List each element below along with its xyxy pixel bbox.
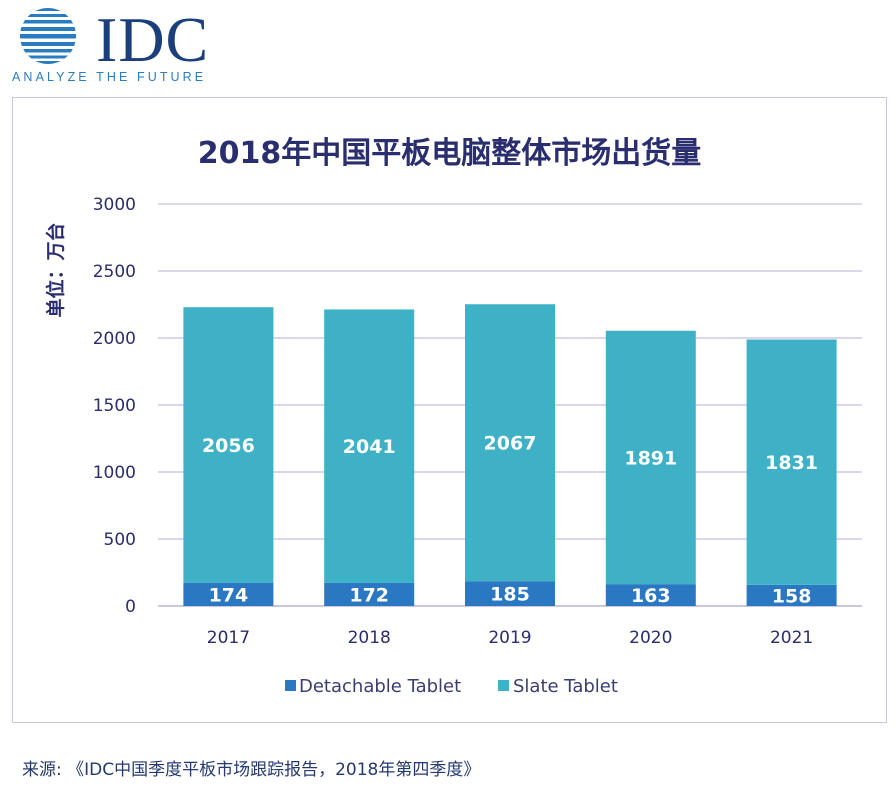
y-tick-label: 3000 [93, 195, 136, 215]
chart-frame [12, 97, 887, 723]
x-tick-label: 2018 [348, 628, 391, 648]
x-tick-label: 2020 [629, 628, 672, 648]
bar-slate [465, 304, 555, 582]
source-note: 来源: 《IDC中国季度平板市场跟踪报告，2018年第四季度》 [22, 760, 481, 780]
data-label: 2056 [202, 435, 255, 457]
globe-icon [20, 8, 76, 64]
y-tick-label: 0 [125, 597, 136, 617]
data-label: 163 [631, 585, 671, 607]
data-label: 172 [349, 584, 389, 606]
y-tick-label: 500 [104, 530, 136, 550]
data-label: 185 [490, 584, 530, 606]
chart-title: 2018年中国平板电脑整体市场出货量 [197, 136, 702, 171]
bar-detachable [605, 584, 696, 606]
bar-detachable [746, 584, 837, 606]
x-tick-label: 2019 [488, 628, 531, 648]
bar-slate [324, 309, 415, 583]
y-tick-label: 1500 [93, 396, 136, 416]
x-tick-label: 2017 [207, 628, 250, 648]
legend-label: Slate Tablet [513, 676, 618, 697]
x-tick-label: 2021 [770, 628, 813, 648]
legend-swatch [285, 680, 296, 691]
logo-tagline: ANALYZE THE FUTURE [12, 70, 207, 84]
bar-slate [746, 339, 837, 585]
legend-swatch [498, 680, 509, 691]
bars [183, 304, 837, 606]
data-label: 1891 [624, 447, 677, 469]
bar-slate [183, 307, 274, 583]
data-label: 2067 [484, 433, 537, 455]
data-label: 158 [772, 585, 812, 607]
bar-detachable [183, 582, 274, 606]
bar-detachable [324, 582, 415, 606]
idc-logo: IDC ANALYZE THE FUTURE [10, 6, 250, 86]
data-label: 2041 [343, 436, 396, 458]
labels: 0 500 1000 1500 2000 2500 3000 174 2056 2017 172 20… [93, 195, 818, 648]
y-axis-label: 单位：万台 [44, 222, 67, 317]
bar-slate [605, 330, 696, 585]
data-label: 174 [209, 584, 249, 606]
bar-detachable [465, 581, 555, 606]
logo-wordmark: IDC [96, 4, 210, 75]
legend-label: Detachable Tablet [299, 676, 461, 697]
y-tick-label: 2000 [93, 329, 136, 349]
y-tick-label: 2500 [93, 262, 136, 282]
data-label: 1831 [765, 452, 818, 474]
legend: Detachable Tablet Slate Tablet [285, 676, 618, 697]
y-tick-label: 1000 [93, 463, 136, 483]
